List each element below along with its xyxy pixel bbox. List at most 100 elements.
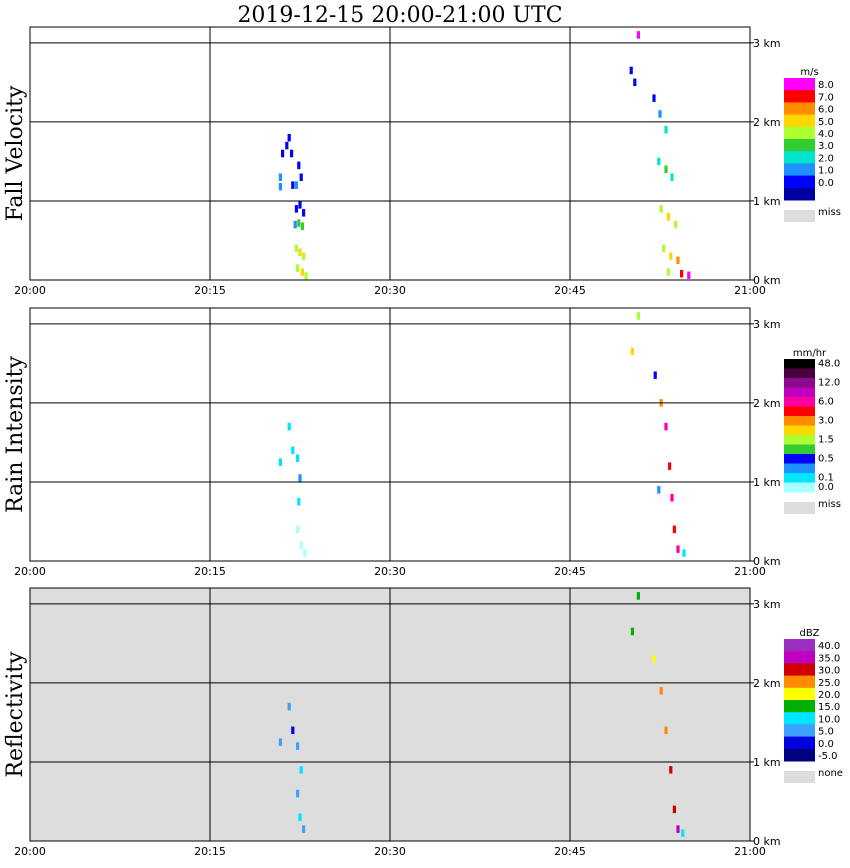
colorbar-swatch: [784, 675, 815, 689]
colorbar-swatch: [784, 175, 815, 189]
data-cell: [682, 549, 686, 557]
data-cell: [669, 766, 673, 774]
data-cell: [296, 525, 300, 534]
colorbar-swatch: [784, 736, 815, 750]
data-cell: [299, 173, 303, 181]
data-cell: [659, 687, 663, 695]
data-cell: [676, 825, 680, 833]
data-cell: [299, 766, 303, 774]
data-cell: [296, 264, 300, 272]
data-cell: [278, 182, 283, 191]
data-cell: [666, 213, 670, 221]
colorbar-label: 35.0: [818, 653, 840, 664]
colorbar-unit: mm/hr: [793, 348, 827, 359]
data-cell: [291, 726, 295, 735]
colorbar-label: 30.0: [818, 666, 840, 677]
panel-2: 0 km 1 km 2 km 3 km 20:00 20:15 20:30 20:45 21:0…: [3, 307, 841, 578]
data-cell: [664, 726, 668, 735]
colorbar-swatch: [784, 473, 815, 483]
data-cell: [636, 31, 640, 39]
time-tick-label: 20:30: [374, 284, 406, 297]
colorbar-label: 1.0: [818, 166, 834, 177]
colorbar-label: 8.0: [818, 80, 834, 91]
colorbar-label: 4.0: [818, 129, 834, 140]
time-tick-label: 21:00: [734, 565, 766, 578]
colorbar-swatch: [784, 387, 815, 398]
data-cell: [293, 220, 297, 229]
data-cell: [674, 220, 678, 229]
alt-tick-label: 0 km: [753, 835, 781, 848]
plot-frame: [29, 26, 751, 281]
data-cell: [629, 66, 633, 75]
data-cell: [278, 738, 283, 746]
alt-tick-label: 0 km: [753, 274, 781, 287]
colorbar-missing-label: miss: [818, 499, 841, 510]
panel-ylabel: Rain Intensity: [3, 355, 28, 512]
data-cell: [302, 209, 306, 217]
time-tick-label: 20:15: [194, 845, 226, 858]
data-cell: [287, 702, 291, 711]
colorbar-swatch: [784, 406, 815, 417]
colorbar-swatch: [784, 639, 815, 652]
plot-frame: [29, 587, 751, 842]
data-cell: [290, 149, 294, 158]
data-cell: [668, 462, 672, 470]
data-cell: [300, 268, 304, 276]
data-cell: [296, 789, 300, 798]
data-cell: [281, 149, 285, 158]
colorbar-swatch: [784, 78, 815, 91]
figure-title: 2019-12-15 20:00-21:00 UTC: [237, 3, 562, 28]
data-cell: [278, 173, 283, 181]
data-cell: [630, 347, 634, 356]
data-cell: [287, 133, 291, 142]
data-cell: [298, 813, 302, 822]
data-cell: [653, 371, 657, 379]
plot-frame: [29, 307, 751, 562]
colorbar-label: 0.0: [818, 739, 834, 750]
alt-tick-label: 3 km: [753, 37, 781, 50]
colorbar-label: 3.0: [818, 141, 834, 152]
data-cell: [285, 141, 289, 150]
data-cell: [294, 205, 298, 213]
data-cell: [278, 458, 283, 466]
colorbar-label: 3.0: [818, 416, 834, 427]
colorbar-swatch: [784, 378, 815, 388]
data-cell: [298, 474, 302, 482]
panel-ylabel: Reflectivity: [3, 651, 28, 778]
alt-tick-label: 3 km: [753, 598, 781, 611]
time-tick-label: 20:45: [554, 565, 586, 578]
colorbar-label: -5.0: [818, 751, 838, 762]
colorbar-swatch: [784, 416, 815, 426]
data-cell: [298, 248, 302, 257]
data-cell: [652, 94, 656, 102]
colorbar-swatch: [784, 163, 815, 177]
colorbar-unit: m/s: [800, 67, 818, 78]
colorbar-label: 0.1: [818, 473, 834, 484]
colorbar-label: 0.5: [818, 454, 834, 465]
colorbar-swatch: [784, 90, 815, 103]
alt-tick-label: 1 km: [753, 195, 781, 208]
colorbar-swatch: [784, 151, 815, 164]
data-cell: [294, 181, 298, 189]
colorbar-label: 0.0: [818, 178, 834, 189]
colorbar-label: 20.0: [818, 690, 840, 701]
data-cell: [670, 494, 674, 502]
colorbar-label: 6.0: [818, 105, 834, 116]
colorbar-label: 5.0: [818, 117, 834, 128]
colorbar-swatch: [784, 359, 815, 369]
data-cell: [630, 627, 634, 636]
data-cell: [657, 157, 661, 166]
data-cell: [681, 829, 685, 837]
colorbar-swatch: [784, 482, 815, 493]
data-cell: [304, 272, 308, 280]
colorbar-swatch: [784, 712, 815, 725]
panel-ylabel: Fall Velocity: [3, 85, 28, 221]
colorbar-missing-label: miss: [818, 207, 841, 218]
time-tick-label: 21:00: [734, 284, 766, 297]
data-cell: [672, 525, 676, 534]
data-cell: [652, 655, 656, 663]
data-cell: [303, 549, 307, 557]
time-tick-label: 20:15: [194, 565, 226, 578]
colorbar-swatch: [784, 425, 815, 436]
